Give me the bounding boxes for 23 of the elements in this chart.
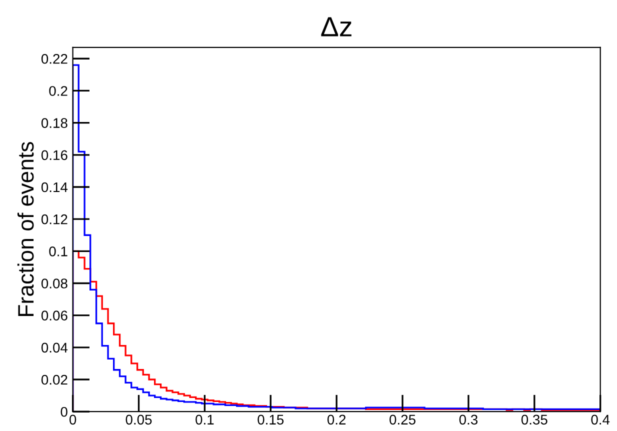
x-tick-label: 0.4 <box>591 414 610 425</box>
x-tick-label: 0.3 <box>459 414 478 425</box>
y-tick-label: 0.02 <box>41 374 68 385</box>
x-tick-label: 0.2 <box>327 414 346 425</box>
chart-title: Δz <box>321 17 352 36</box>
x-tick-label: 0.1 <box>196 414 214 425</box>
y-tick-label: 0.16 <box>41 150 68 160</box>
y-tick-label: 0.22 <box>41 54 68 64</box>
y-tick-label: 0.18 <box>41 118 68 128</box>
y-tick-label: 0.08 <box>41 278 68 288</box>
x-tick-label: 0.05 <box>126 414 152 425</box>
y-tick-label: 0.06 <box>41 310 68 321</box>
x-tick-label: 0.25 <box>390 414 416 425</box>
y-tick-label: 0.04 <box>41 342 68 353</box>
x-tick-label: 0.15 <box>258 414 284 425</box>
y-tick-label: 0.1 <box>49 246 68 256</box>
y-tick-label: 0.2 <box>49 86 68 96</box>
y-tick-label: 0 <box>60 406 68 417</box>
y-tick-label: 0.12 <box>41 214 68 224</box>
y-axis-title: Fraction of events <box>17 142 34 316</box>
x-tick-label: 0 <box>69 414 76 425</box>
y-tick-label: 0.14 <box>41 182 68 192</box>
x-tick-label: 0.35 <box>521 414 548 425</box>
